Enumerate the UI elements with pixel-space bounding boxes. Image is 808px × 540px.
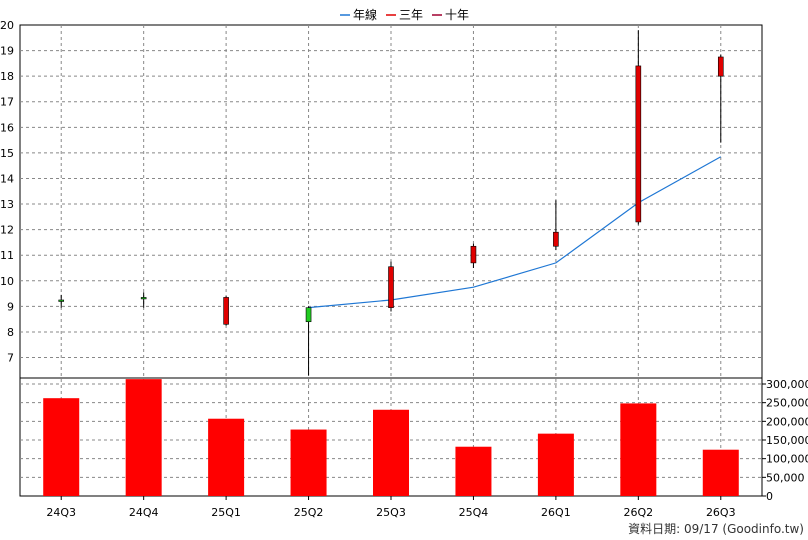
legend-label-annual: 年線 [353, 7, 377, 22]
candle-body [553, 231, 559, 247]
candle-body [635, 65, 642, 223]
volume-tick-label: 50,000 [766, 471, 805, 484]
price-tick-label: 11 [0, 249, 14, 262]
volume-tick-label: 100,000 [766, 453, 808, 466]
volume-tick-label: 300,000 [766, 378, 808, 391]
legend-label-ten-year: 十年 [445, 8, 469, 22]
price-tick-label: 19 [0, 45, 14, 58]
volume-axis-labels: 0 50,000 100,000 150,000 200,000 250,000 300,0… [762, 378, 808, 503]
price-tick-label: 8 [7, 326, 14, 339]
legend: 年線 三年 十年 [340, 7, 469, 22]
candle-body [223, 297, 229, 325]
annual-line [308, 156, 722, 309]
volume-bar [125, 379, 162, 496]
x-tick-label: 25Q2 [294, 506, 324, 519]
price-tick-label: 7 [7, 352, 14, 365]
x-tick-label: 25Q1 [211, 506, 241, 519]
price-tick-label: 16 [0, 121, 14, 134]
price-tick-label: 14 [0, 172, 14, 185]
candle-body [717, 56, 724, 77]
volume-bar [373, 409, 409, 496]
price-tick-label: 10 [0, 275, 14, 288]
data-date-footer: 資料日期: 09/17 (Goodinfo.tw) [628, 522, 804, 536]
volume-tick-label: 250,000 [766, 397, 808, 410]
candle-body [470, 245, 477, 264]
candle-body [140, 297, 147, 300]
x-tick-label: 24Q3 [46, 506, 76, 519]
candle-body [58, 299, 65, 302]
volume-bar [702, 449, 739, 496]
price-tick-label: 20 [0, 19, 14, 32]
volume-bar [537, 433, 574, 496]
price-tick-label: 18 [0, 70, 14, 83]
price-tick-label: 13 [0, 198, 14, 211]
x-tick-label: 26Q1 [541, 506, 571, 519]
legend-label-three-year: 三年 [399, 8, 423, 22]
price-tick-label: 17 [0, 96, 14, 109]
volume-tick-label: 0 [766, 490, 773, 503]
x-axis-labels: 24Q3 24Q4 25Q1 25Q2 25Q3 25Q4 26Q1 26Q2 26Q3 [46, 496, 736, 519]
annual-line-path [308, 156, 722, 309]
volume-bar [43, 398, 80, 496]
volume-tick-label: 200,000 [766, 415, 808, 428]
price-tick-label: 9 [7, 300, 14, 313]
volume-bar [455, 446, 492, 496]
candle-body [305, 307, 312, 323]
x-tick-label: 24Q4 [129, 506, 159, 519]
volume-bar [208, 418, 245, 496]
candle-body [388, 266, 394, 308]
price-tick-label: 12 [0, 224, 14, 237]
candles [58, 30, 724, 376]
volume-bars [43, 379, 739, 496]
x-tick-label: 25Q4 [459, 506, 489, 519]
volume-bar [620, 403, 657, 496]
x-tick-label: 26Q3 [706, 506, 736, 519]
volume-bar [290, 429, 327, 496]
volume-tick-label: 150,000 [766, 434, 808, 447]
x-tick-label: 26Q2 [624, 506, 654, 519]
price-axis-labels: 7 8 9 10 11 12 13 14 15 16 17 18 19 20 [0, 19, 14, 365]
price-tick-label: 15 [0, 147, 14, 160]
x-tick-label: 25Q3 [376, 506, 406, 519]
